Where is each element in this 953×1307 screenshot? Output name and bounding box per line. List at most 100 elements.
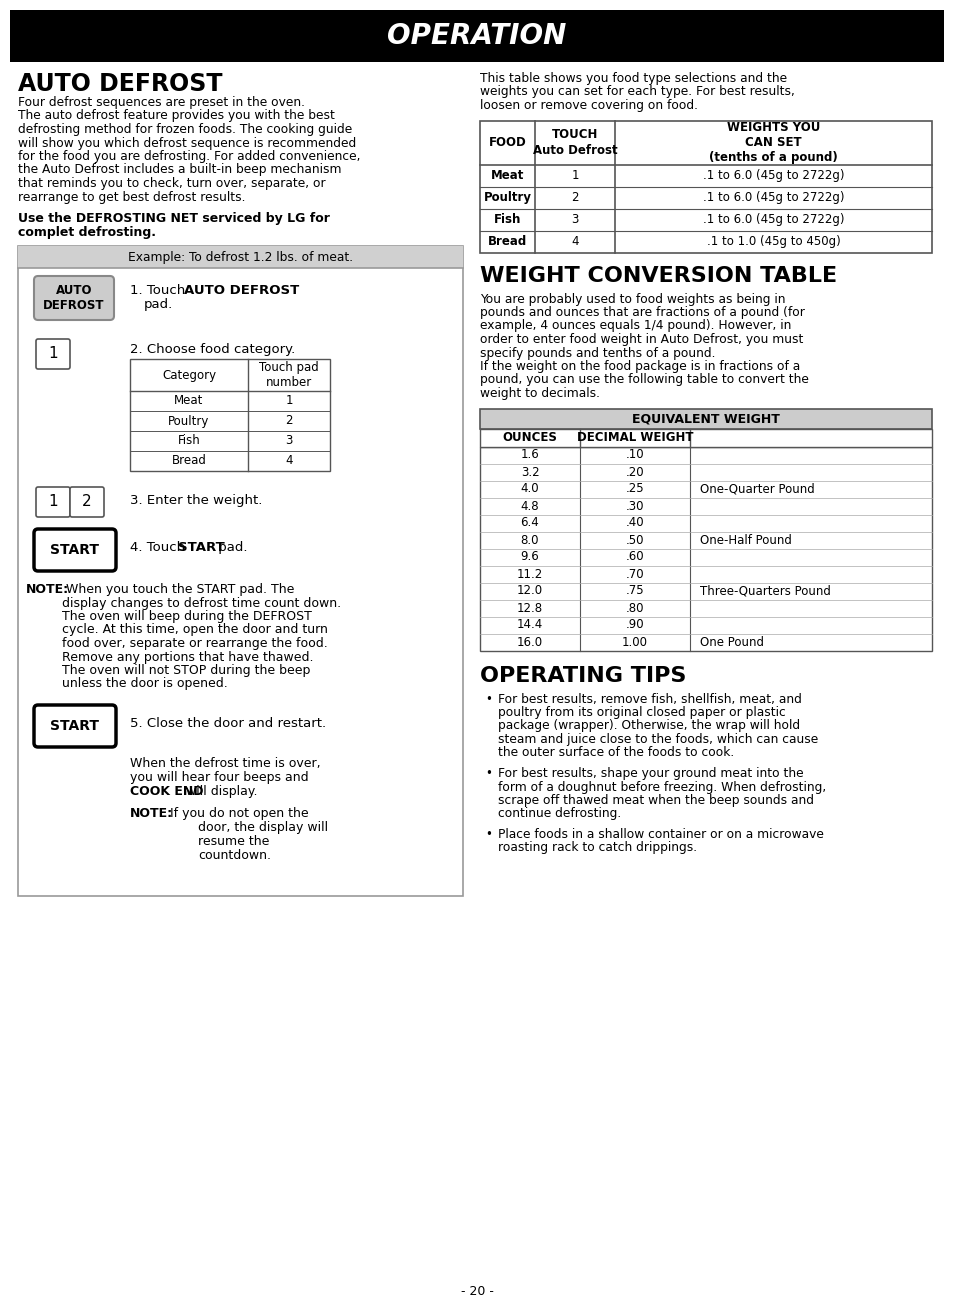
Text: that reminds you to check, turn over, separate, or: that reminds you to check, turn over, se… (18, 176, 325, 190)
Text: 12.0: 12.0 (517, 584, 542, 597)
Text: 8.0: 8.0 (520, 533, 538, 546)
Text: DECIMAL WEIGHT: DECIMAL WEIGHT (577, 431, 693, 444)
Text: .60: .60 (625, 550, 643, 563)
Text: NOTE:: NOTE: (130, 806, 172, 819)
Text: Bread: Bread (172, 455, 206, 468)
Text: 11.2: 11.2 (517, 567, 542, 580)
Text: START: START (178, 541, 225, 554)
Text: FOOD: FOOD (488, 136, 526, 149)
Text: Four defrost sequences are preset in the oven.: Four defrost sequences are preset in the… (18, 95, 305, 108)
Text: START: START (51, 542, 99, 557)
Text: AUTO DEFROST: AUTO DEFROST (184, 284, 299, 297)
Text: 6.4: 6.4 (520, 516, 538, 529)
Text: roasting rack to catch drippings.: roasting rack to catch drippings. (497, 842, 697, 855)
Text: 1.00: 1.00 (621, 635, 647, 648)
Text: 2. Choose food category.: 2. Choose food category. (130, 342, 294, 356)
Text: .70: .70 (625, 567, 643, 580)
Text: pad.: pad. (213, 541, 247, 554)
Text: Meat: Meat (490, 169, 523, 182)
Bar (479, 409, 931, 429)
Text: Example: To defrost 1.2 lbs. of meat.: Example: To defrost 1.2 lbs. of meat. (128, 251, 353, 264)
Text: 3.2: 3.2 (520, 465, 538, 478)
Text: .40: .40 (625, 516, 643, 529)
Text: pounds and ounces that are fractions of a pound (for: pounds and ounces that are fractions of … (479, 306, 804, 319)
Text: cycle. At this time, open the door and turn: cycle. At this time, open the door and t… (62, 623, 328, 637)
Text: 2: 2 (571, 191, 578, 204)
Text: you will hear four beeps and: you will hear four beeps and (130, 771, 309, 784)
Text: When you touch the START pad. The: When you touch the START pad. The (62, 583, 294, 596)
Text: Category: Category (162, 369, 215, 382)
Text: 12.8: 12.8 (517, 601, 542, 614)
Text: resume the: resume the (198, 835, 269, 848)
Text: form of a doughnut before freezing. When defrosting,: form of a doughnut before freezing. When… (497, 780, 825, 793)
Text: .75: .75 (625, 584, 643, 597)
Text: The oven will not STOP during the beep: The oven will not STOP during the beep (62, 664, 310, 677)
Text: 14.4: 14.4 (517, 618, 542, 631)
Text: display changes to defrost time count down.: display changes to defrost time count do… (62, 596, 341, 609)
Text: AUTO
DEFROST: AUTO DEFROST (43, 284, 105, 312)
Text: unless the door is opened.: unless the door is opened. (62, 677, 228, 690)
Text: .1 to 6.0 (45g to 2722g): .1 to 6.0 (45g to 2722g) (702, 191, 843, 204)
Text: Touch pad
number: Touch pad number (259, 361, 318, 389)
Text: 3. Enter the weight.: 3. Enter the weight. (130, 494, 262, 507)
Text: If the weight on the food package is in fractions of a: If the weight on the food package is in … (479, 359, 800, 372)
Text: the Auto Defrost includes a built-in beep mechanism: the Auto Defrost includes a built-in bee… (18, 163, 341, 176)
Text: - 20 -: - 20 - (460, 1285, 493, 1298)
Text: OUNCES: OUNCES (502, 431, 557, 444)
Text: 4.8: 4.8 (520, 499, 538, 512)
Text: for the food you are defrosting. For added convenience,: for the food you are defrosting. For add… (18, 150, 360, 163)
Text: .1 to 6.0 (45g to 2722g): .1 to 6.0 (45g to 2722g) (702, 213, 843, 226)
Text: One Pound: One Pound (700, 635, 763, 648)
Text: 9.6: 9.6 (520, 550, 538, 563)
Text: 16.0: 16.0 (517, 635, 542, 648)
Text: food over, separate or rearrange the food.: food over, separate or rearrange the foo… (62, 637, 328, 650)
Text: .80: .80 (625, 601, 643, 614)
Text: will show you which defrost sequence is recommended: will show you which defrost sequence is … (18, 136, 355, 149)
Bar (479, 447, 931, 651)
Text: Use the DEFROSTING NET serviced by LG for: Use the DEFROSTING NET serviced by LG fo… (18, 212, 330, 225)
Text: steam and juice close to the foods, which can cause: steam and juice close to the foods, whic… (497, 733, 818, 746)
Text: will display.: will display. (182, 786, 257, 799)
Text: example, 4 ounces equals 1/4 pound). However, in: example, 4 ounces equals 1/4 pound). How… (479, 319, 791, 332)
Text: Three-Quarters Pound: Three-Quarters Pound (700, 584, 830, 597)
Text: When the defrost time is over,: When the defrost time is over, (130, 757, 320, 770)
Text: COOK END: COOK END (130, 786, 203, 799)
Text: If you do not open the: If you do not open the (166, 806, 309, 819)
Text: 4.0: 4.0 (520, 482, 538, 495)
Text: 1. Touch: 1. Touch (130, 284, 193, 297)
Text: package (wrapper). Otherwise, the wrap will hold: package (wrapper). Otherwise, the wrap w… (497, 719, 800, 732)
Text: weight to decimals.: weight to decimals. (479, 387, 599, 400)
Text: 2: 2 (82, 494, 91, 510)
Text: Place foods in a shallow container or on a microwave: Place foods in a shallow container or on… (497, 829, 823, 840)
Text: rearrange to get best defrost results.: rearrange to get best defrost results. (18, 191, 245, 204)
Text: Remove any portions that have thawed.: Remove any portions that have thawed. (62, 651, 314, 664)
Bar (479, 429, 931, 447)
Text: 1.6: 1.6 (520, 448, 538, 461)
Bar (18, 246, 462, 268)
Text: specify pounds and tenths of a pound.: specify pounds and tenths of a pound. (479, 346, 715, 359)
Text: .90: .90 (625, 618, 643, 631)
Text: poultry from its original closed paper or plastic: poultry from its original closed paper o… (497, 706, 785, 719)
Text: Fish: Fish (177, 434, 200, 447)
Text: loosen or remove covering on food.: loosen or remove covering on food. (479, 99, 698, 112)
Text: .25: .25 (625, 482, 643, 495)
Text: 3: 3 (285, 434, 293, 447)
Text: complet defrosting.: complet defrosting. (18, 226, 156, 239)
Text: .20: .20 (625, 465, 643, 478)
Bar (130, 359, 330, 471)
Text: This table shows you food type selections and the: This table shows you food type selection… (479, 72, 786, 85)
Text: For best results, shape your ground meat into the: For best results, shape your ground meat… (497, 767, 802, 780)
Text: AUTO DEFROST: AUTO DEFROST (18, 72, 222, 95)
FancyBboxPatch shape (36, 488, 70, 518)
Text: .50: .50 (625, 533, 643, 546)
Text: EQUIVALENT WEIGHT: EQUIVALENT WEIGHT (632, 412, 780, 425)
Text: weights you can set for each type. For best results,: weights you can set for each type. For b… (479, 85, 794, 98)
Text: Bread: Bread (487, 235, 527, 248)
Text: Poultry: Poultry (483, 191, 531, 204)
Text: door, the display will: door, the display will (198, 821, 328, 834)
Text: •: • (484, 829, 492, 840)
Text: The auto defrost feature provides you with the best: The auto defrost feature provides you wi… (18, 110, 335, 123)
Text: OPERATING TIPS: OPERATING TIPS (479, 667, 685, 686)
Text: Fish: Fish (494, 213, 520, 226)
FancyBboxPatch shape (34, 529, 116, 571)
